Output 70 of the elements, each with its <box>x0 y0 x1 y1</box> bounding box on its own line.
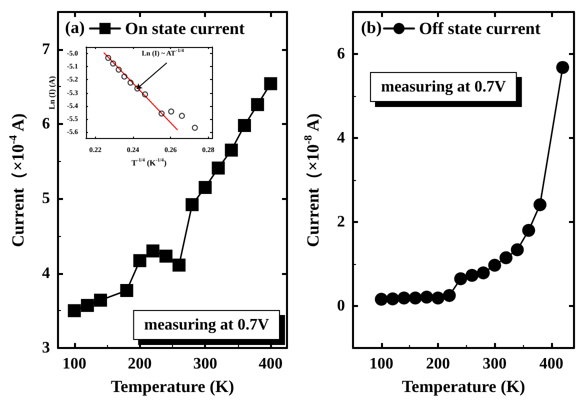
y-tick-label: 2 <box>337 214 345 230</box>
point <box>386 292 400 306</box>
point <box>120 284 134 298</box>
point <box>224 144 238 157</box>
point <box>186 198 199 212</box>
point <box>374 292 388 306</box>
point <box>488 258 502 272</box>
legend-label: Off state current <box>419 19 541 38</box>
point <box>121 74 128 80</box>
point <box>398 292 410 305</box>
y-tick-label: 4 <box>42 264 50 282</box>
point <box>128 80 134 86</box>
point <box>500 251 512 264</box>
y-tick-label: 0 <box>337 298 345 314</box>
annotation: measuring at 0.7V <box>381 78 506 96</box>
x-tick-label: 200 <box>426 356 450 372</box>
point <box>454 272 468 286</box>
point <box>133 254 146 268</box>
x-axis-title: Temperature (K) <box>402 377 526 396</box>
y-tick-label: 5 <box>42 190 50 208</box>
annotation: measuring at 0.7V <box>144 316 270 334</box>
point <box>168 108 174 115</box>
point <box>158 110 165 116</box>
point <box>264 77 278 90</box>
y-axis-title: Current（×10-4 A) <box>8 113 28 248</box>
point <box>68 304 81 318</box>
x-tick-label: 400 <box>258 356 283 372</box>
point <box>442 289 456 302</box>
point <box>105 54 112 61</box>
point <box>212 162 225 175</box>
chart-title: (a) <box>65 18 85 37</box>
point <box>110 60 116 66</box>
x-axis-title: Temperature (K) <box>110 377 234 396</box>
y-tick-label: 3 <box>42 340 50 356</box>
y-tick-label: 6 <box>42 116 50 132</box>
legend-label: On state current <box>125 19 245 38</box>
x-tick-label: 200 <box>128 356 152 372</box>
x-tick-label: 400 <box>539 356 564 372</box>
point <box>94 294 108 307</box>
y-tick-label: 7 <box>42 40 50 58</box>
point <box>556 60 570 74</box>
point <box>522 224 536 237</box>
point <box>198 180 212 194</box>
point <box>146 244 160 258</box>
point <box>142 91 148 98</box>
point <box>159 250 172 263</box>
point <box>134 85 140 92</box>
y-tick-label: 6 <box>337 46 345 62</box>
point <box>476 266 490 280</box>
point <box>172 258 186 272</box>
point <box>510 243 524 256</box>
point <box>178 112 185 119</box>
point <box>192 124 198 131</box>
x-tick-label: 300 <box>482 356 507 372</box>
point <box>432 292 444 305</box>
point <box>408 292 422 305</box>
y-axis-title: Current（×10-8 A) <box>302 113 322 248</box>
chart-title: (b) <box>361 18 382 37</box>
point <box>238 118 251 132</box>
point <box>534 198 546 212</box>
y-tick-label: 4 <box>337 130 345 146</box>
y-axis-title: Ln (I) (A) <box>48 76 56 110</box>
point <box>251 98 264 112</box>
point <box>116 66 122 73</box>
point <box>466 268 478 282</box>
point <box>80 298 94 312</box>
x-tick-label: 300 <box>193 356 218 372</box>
x-tick-label: 100 <box>62 356 86 372</box>
point <box>420 290 434 304</box>
x-tick-label: 100 <box>369 356 394 372</box>
